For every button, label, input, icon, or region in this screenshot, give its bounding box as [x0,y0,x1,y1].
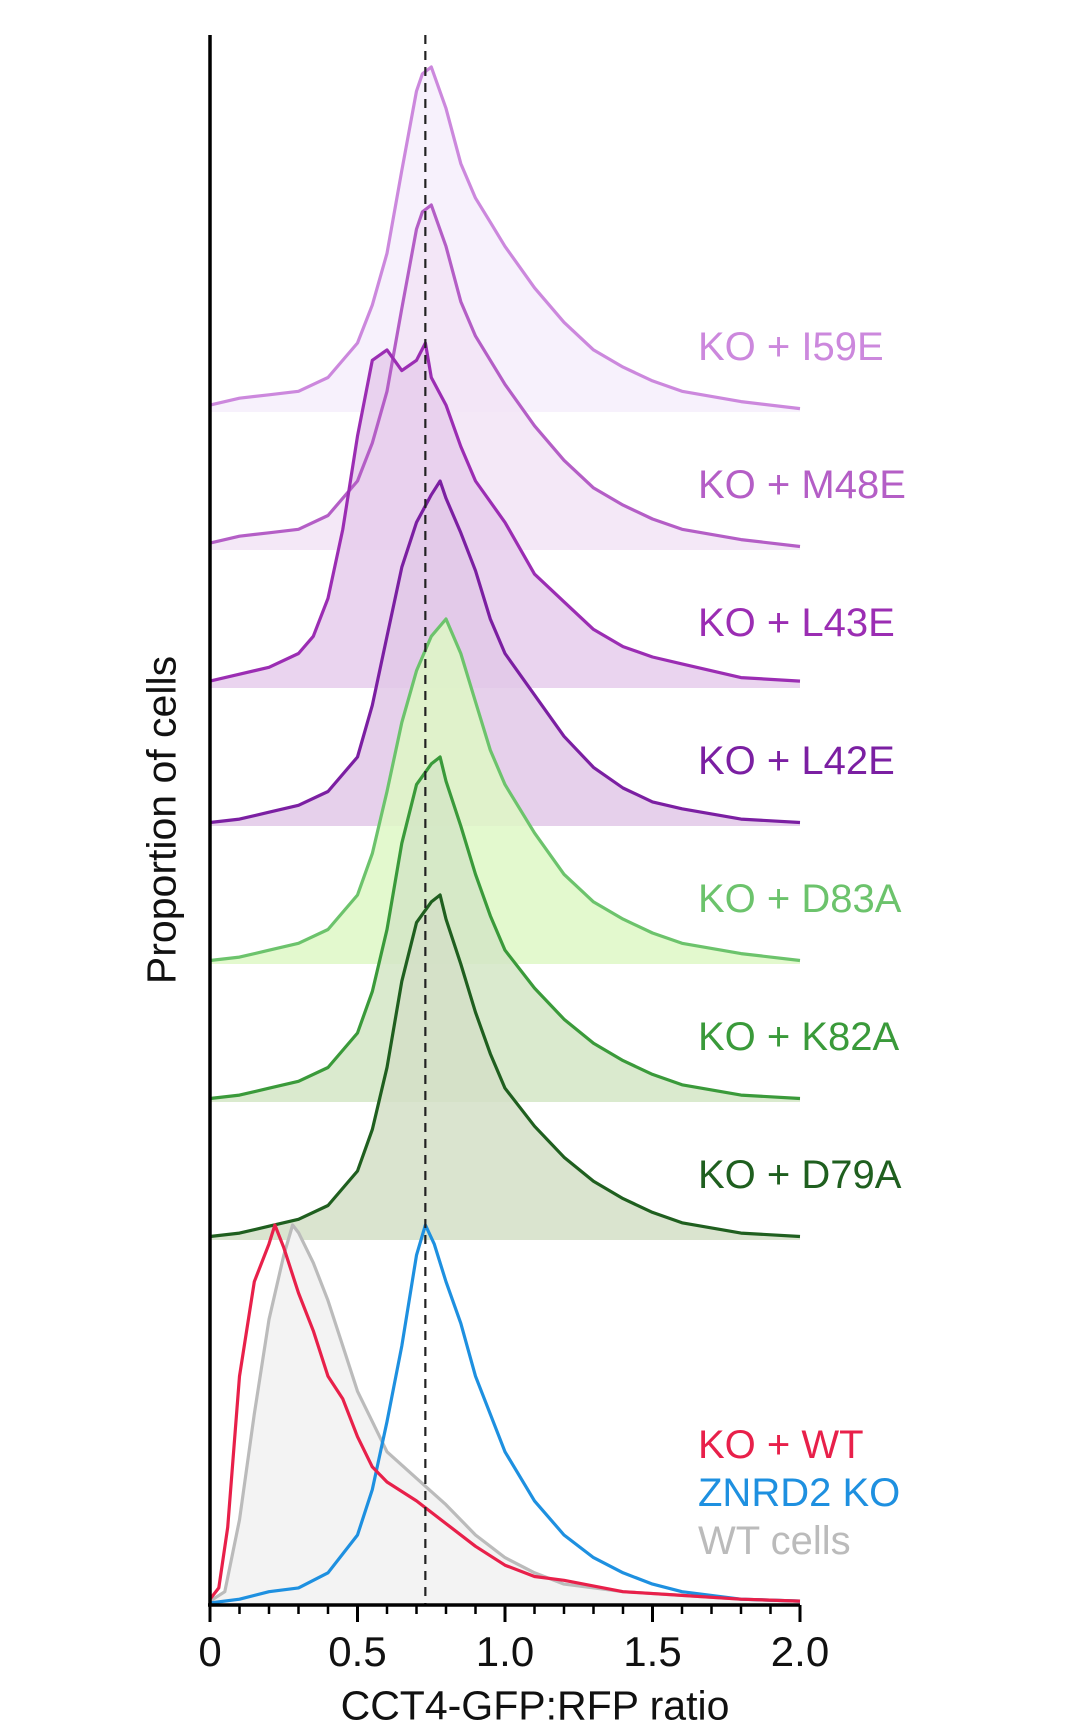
line-ko-i59e [209,65,801,411]
x-tick-label: 1.5 [623,1628,681,1675]
area-ko-k82a [210,757,800,1102]
label-ko-l43e: KO + L43E [698,601,895,645]
line-ko-l43e [209,341,801,683]
legend-znrd2-ko: ZNRD2 KO [698,1471,900,1515]
legend-wt-cells: WT cells [698,1519,851,1563]
label-ko-i59e: KO + I59E [698,325,884,369]
line-ko-wt [208,1223,801,1603]
line-ko-l42e [209,479,801,825]
line-ko-d83a [209,617,801,963]
x-tick-label: 0.5 [328,1628,386,1675]
x-axis-label: CCT4-GFP:RFP ratio [340,1682,730,1729]
x-tick-label: 0 [198,1628,221,1675]
label-layer: KO + I59E KO + M48E KO + L43E KO + L42E KO +… [698,325,906,1563]
area-wt-cells [210,1225,800,1603]
label-ko-d79a: KO + D79A [698,1153,902,1197]
area-ko-i59e [210,67,800,412]
line-ko-m48e [209,203,801,549]
line-layer [208,65,801,1605]
area-ko-l43e [210,343,800,688]
line-znrd2-ko [209,1223,801,1605]
line-wt-cells [209,1223,801,1603]
label-ko-m48e: KO + M48E [698,463,906,507]
label-ko-l42e: KO + L42E [698,739,895,783]
area-ko-m48e [210,205,800,550]
label-ko-d83a: KO + D83A [698,877,902,921]
area-ko-d83a [210,619,800,964]
axes-layer: 0 0.5 1.0 1.5 2.0 [198,35,829,1675]
legend-ko-wt: KO + WT [698,1423,864,1467]
label-ko-k82a: KO + K82A [698,1015,900,1059]
area-ko-d79a [210,895,800,1240]
x-tick-label: 1.0 [476,1628,534,1675]
line-ko-d79a [209,893,801,1239]
y-axis-label: Proportion of cells [138,655,185,985]
x-tick-label: 2.0 [771,1628,829,1675]
line-ko-k82a [209,755,801,1101]
